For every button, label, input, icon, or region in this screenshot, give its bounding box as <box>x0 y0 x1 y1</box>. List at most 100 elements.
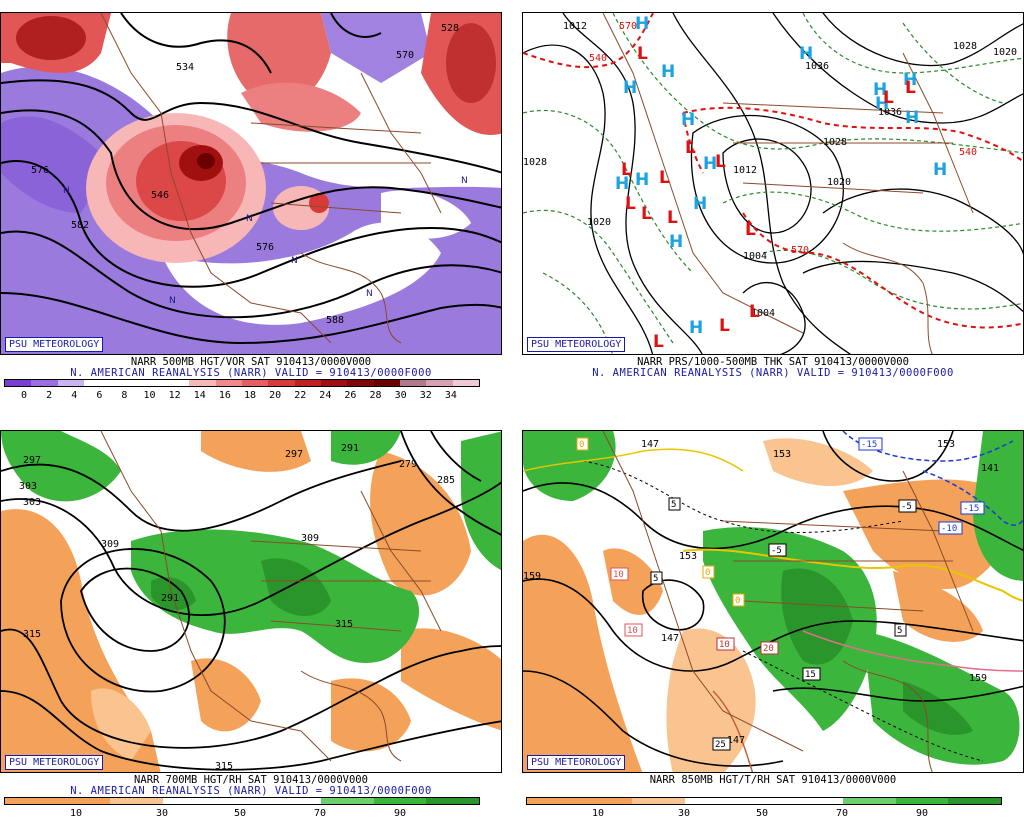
svg-text:H: H <box>669 232 683 252</box>
colorbar-tick: 34 <box>444 390 457 401</box>
svg-text:H: H <box>635 14 649 34</box>
svg-text:N: N <box>246 214 253 224</box>
temperature-labels: 0 5 -15 -5 -15 -10 10 -5 0 10 5 0 10 20 5 15 25 <box>576 437 985 751</box>
height-label: 159 <box>969 673 987 684</box>
svg-text:L: L <box>905 78 916 98</box>
svg-text:L: L <box>749 302 760 322</box>
height-label: 309 <box>101 539 119 550</box>
temp-label: 0 <box>705 568 710 578</box>
svg-text:H: H <box>635 170 649 190</box>
height-label: 153 <box>679 551 697 562</box>
panel-subtitle: N. AMERICAN REANALYSIS (NARR) VALID = 91… <box>70 785 432 797</box>
rh850-map: 147 153 153 147 159 147 159 141 153 0 5 -1… <box>523 431 1023 772</box>
map-700mb: 297 303 309 315 303 309 315 291 297 279 … <box>0 430 502 773</box>
height-label: 291 <box>341 443 359 454</box>
panel-title: NARR 850MB HGT/T/RH SAT 910413/0000V000 <box>649 774 897 786</box>
temp-label-box <box>802 667 821 681</box>
isobar-label: 1012 <box>733 165 757 176</box>
thickness-label: 570 <box>791 245 809 256</box>
height-label: 285 <box>437 475 455 486</box>
svg-text:L: L <box>621 160 632 180</box>
panel-title: NARR PRS/1000-500MB THK SAT 910413/0000V… <box>637 356 909 368</box>
colorbar <box>4 797 480 805</box>
colorbar-swatch <box>136 380 163 386</box>
svg-text:L: L <box>667 208 678 228</box>
psu-badge: PSU METEOROLOGY <box>527 337 626 352</box>
isobar-label: 1028 <box>823 137 847 148</box>
isobar-label: 1020 <box>993 47 1017 58</box>
temp-label: -5 <box>901 502 912 512</box>
temp-label-box <box>960 501 985 515</box>
height-label: 570 <box>396 50 414 61</box>
svg-text:H: H <box>661 62 675 82</box>
temp-label-box <box>712 737 731 751</box>
isobar-label: 1004 <box>751 308 775 319</box>
svg-text:H: H <box>681 110 695 130</box>
colorbar-tick: 90 <box>393 808 407 819</box>
temp-label: 5 <box>897 626 902 636</box>
temp-label-box <box>760 641 779 655</box>
height-label: 546 <box>151 190 169 201</box>
psu-badge: PSU METEOROLOGY <box>5 755 104 770</box>
temp-label-box <box>858 437 883 451</box>
svg-text:L: L <box>625 194 636 214</box>
temp-label-box <box>898 499 917 513</box>
panel-500mb-vorticity: 576 582 588 576 534 570 528 546 N N N N N N P… <box>0 0 502 401</box>
colorbar-tick: 10 <box>69 808 83 819</box>
colorbar-tick: 32 <box>419 390 432 401</box>
svg-text:L: L <box>745 220 756 240</box>
svg-text:H: H <box>703 154 717 174</box>
colorbar-tick: 10 <box>591 808 605 819</box>
colorbar-tick: 4 <box>71 390 78 401</box>
thickness-label: 570 <box>619 21 637 32</box>
temp-label: 10 <box>613 570 624 580</box>
svg-text:H: H <box>693 194 707 214</box>
svg-text:L: L <box>637 44 648 64</box>
height-label: 582 <box>71 220 89 231</box>
temp-label-box <box>576 437 589 451</box>
temp-label: 20 <box>763 644 774 654</box>
psu-badge: PSU METEOROLOGY <box>5 337 104 352</box>
colorbar-tick: 28 <box>369 390 382 401</box>
svg-text:N: N <box>63 186 70 196</box>
colorbar-tick: 8 <box>121 390 128 401</box>
svg-text:H: H <box>799 44 813 64</box>
height-label: 303 <box>23 497 41 508</box>
temp-label-box <box>732 593 745 607</box>
svg-text:L: L <box>719 316 730 336</box>
colorbar-tick: 70 <box>313 808 327 819</box>
temp-label-box <box>716 637 735 651</box>
height-label: 315 <box>215 761 233 772</box>
isobar-label: 1028 <box>523 157 547 168</box>
colorbar-swatch <box>110 380 137 386</box>
colorbar-swatch <box>399 380 427 386</box>
isobar-label: 1004 <box>743 251 767 262</box>
svg-text:H: H <box>615 174 629 194</box>
colorbar-tick: 26 <box>344 390 357 401</box>
temp-label: 5 <box>653 574 658 584</box>
colorbar-swatch <box>347 380 374 386</box>
panel-pressure-thickness: 1012 1028 1020 1036 1028 1020 1028 1012 … <box>522 0 1024 400</box>
height-label: 576 <box>31 165 49 176</box>
temp-label: 10 <box>719 640 730 650</box>
colorbar-swatch <box>57 380 84 386</box>
panel-850mb-temp-rh: 147 153 153 147 159 147 159 141 153 0 5 -1… <box>522 418 1024 819</box>
temp-label: 5 <box>671 500 676 510</box>
colorbar-tick: 18 <box>243 390 257 401</box>
isobar-label: 1028 <box>953 41 977 52</box>
svg-text:L: L <box>641 204 652 224</box>
height-label: 141 <box>981 463 999 474</box>
map-pressure: 1012 1028 1020 1036 1028 1020 1028 1012 … <box>522 12 1024 355</box>
colorbar-swatch <box>31 380 58 386</box>
colorbar-swatch <box>162 380 190 386</box>
colorbar <box>4 379 480 387</box>
colorbar-tick: 50 <box>755 808 769 819</box>
colorbar-tick: 16 <box>218 390 231 401</box>
colorbar-swatch <box>268 380 295 386</box>
colorbar-tick: 30 <box>394 390 407 401</box>
isobar-label: 1020 <box>827 177 851 188</box>
temp-label: 25 <box>715 740 726 750</box>
temp-label: -15 <box>963 504 979 514</box>
temp-label: 10 <box>627 626 638 636</box>
colorbar-swatch <box>189 380 216 386</box>
